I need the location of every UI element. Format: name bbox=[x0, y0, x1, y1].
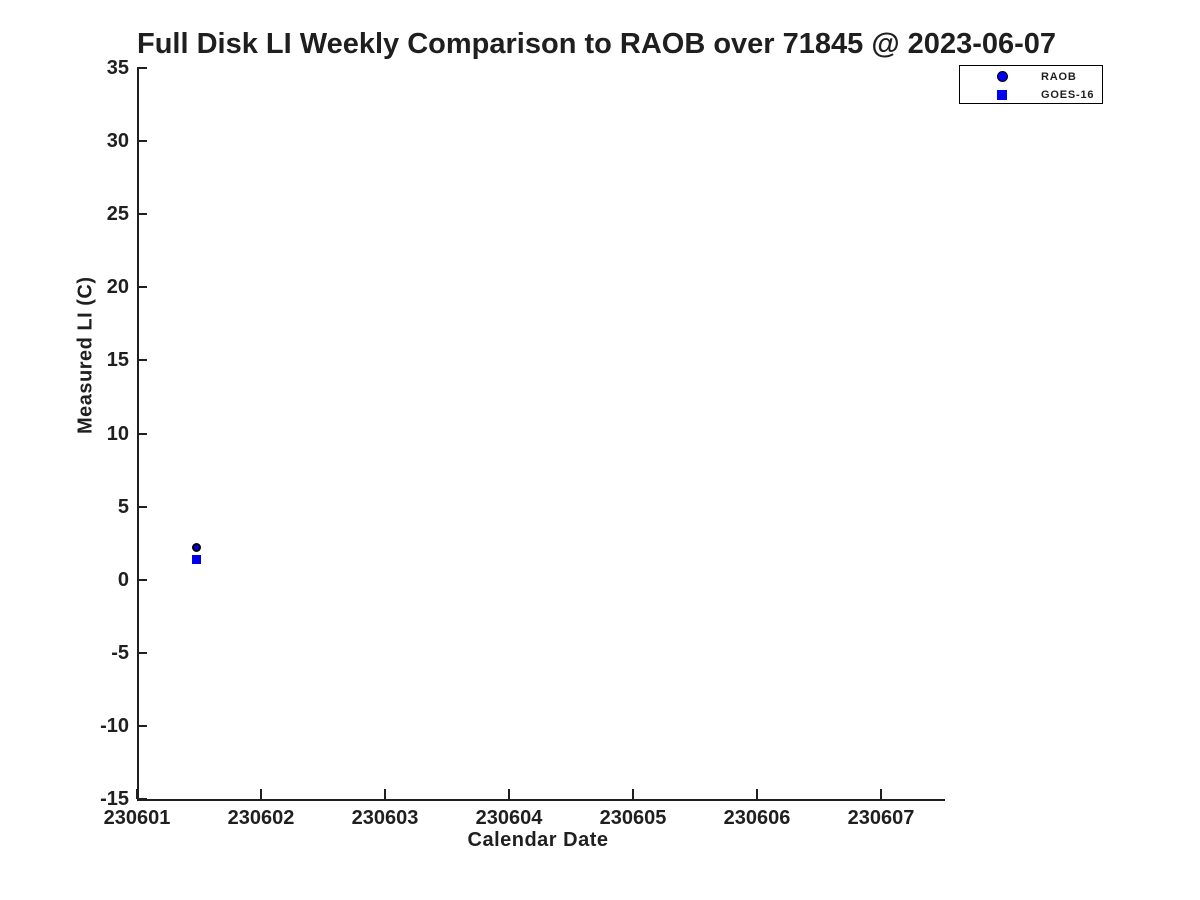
legend-entry-goes16: GOES-16 bbox=[960, 86, 1102, 104]
legend-label-raob: RAOB bbox=[1041, 71, 1077, 83]
x-tick-label: 230603 bbox=[351, 807, 419, 829]
y-tick-label: 35 bbox=[106, 57, 129, 79]
x-tick-label: 230602 bbox=[227, 807, 295, 829]
x-axis-title: Calendar Date bbox=[467, 829, 609, 851]
y-tick-label: -15 bbox=[100, 788, 129, 810]
y-tick-mark bbox=[137, 578, 147, 581]
goes-16-data-point bbox=[192, 554, 202, 564]
x-tick-mark bbox=[384, 789, 386, 799]
y-tick-label: -10 bbox=[100, 714, 129, 737]
y-tick-mark bbox=[137, 140, 147, 143]
y-tick-label: 15 bbox=[106, 349, 129, 372]
y-tick-mark bbox=[137, 724, 147, 727]
y-tick-mark bbox=[137, 359, 147, 362]
x-tick-mark bbox=[880, 789, 882, 799]
raob-data-point bbox=[192, 543, 202, 553]
y-tick-mark bbox=[137, 67, 147, 69]
y-axis-line bbox=[137, 68, 139, 801]
y-tick-label: -5 bbox=[111, 641, 129, 664]
y-tick-label: 25 bbox=[106, 203, 129, 226]
y-tick-mark bbox=[137, 651, 147, 654]
x-axis-line bbox=[137, 799, 945, 801]
y-tick-mark bbox=[137, 505, 147, 508]
plot-area bbox=[137, 68, 943, 799]
x-tick-mark bbox=[508, 789, 510, 799]
goes16-square-marker-icon bbox=[997, 90, 1007, 100]
raob-circle-marker-icon bbox=[997, 71, 1008, 82]
y-tick-mark bbox=[137, 798, 147, 800]
chart-title: Full Disk LI Weekly Comparison to RAOB o… bbox=[137, 28, 1057, 60]
x-tick-mark bbox=[136, 789, 138, 799]
x-tick-label: 230606 bbox=[723, 807, 791, 829]
x-tick-label: 230607 bbox=[847, 807, 915, 829]
y-tick-label: 20 bbox=[106, 276, 129, 299]
x-tick-label: 230604 bbox=[475, 807, 543, 829]
x-tick-mark bbox=[632, 789, 634, 799]
legend-box: RAOB GOES-16 bbox=[959, 65, 1103, 104]
y-tick-mark bbox=[137, 213, 147, 216]
legend-label-goes16: GOES-16 bbox=[1041, 89, 1095, 101]
y-tick-mark bbox=[137, 432, 147, 435]
y-tick-label: 5 bbox=[117, 495, 129, 518]
x-tick-mark bbox=[756, 789, 758, 799]
x-tick-label: 230601 bbox=[103, 807, 171, 829]
y-tick-mark bbox=[137, 286, 147, 289]
x-tick-mark bbox=[260, 789, 262, 799]
y-tick-label: 0 bbox=[117, 568, 129, 591]
x-tick-label: 230605 bbox=[599, 807, 667, 829]
y-tick-label: 30 bbox=[106, 130, 129, 153]
legend-entry-raob: RAOB bbox=[960, 68, 1102, 86]
y-tick-label: 10 bbox=[106, 422, 129, 445]
